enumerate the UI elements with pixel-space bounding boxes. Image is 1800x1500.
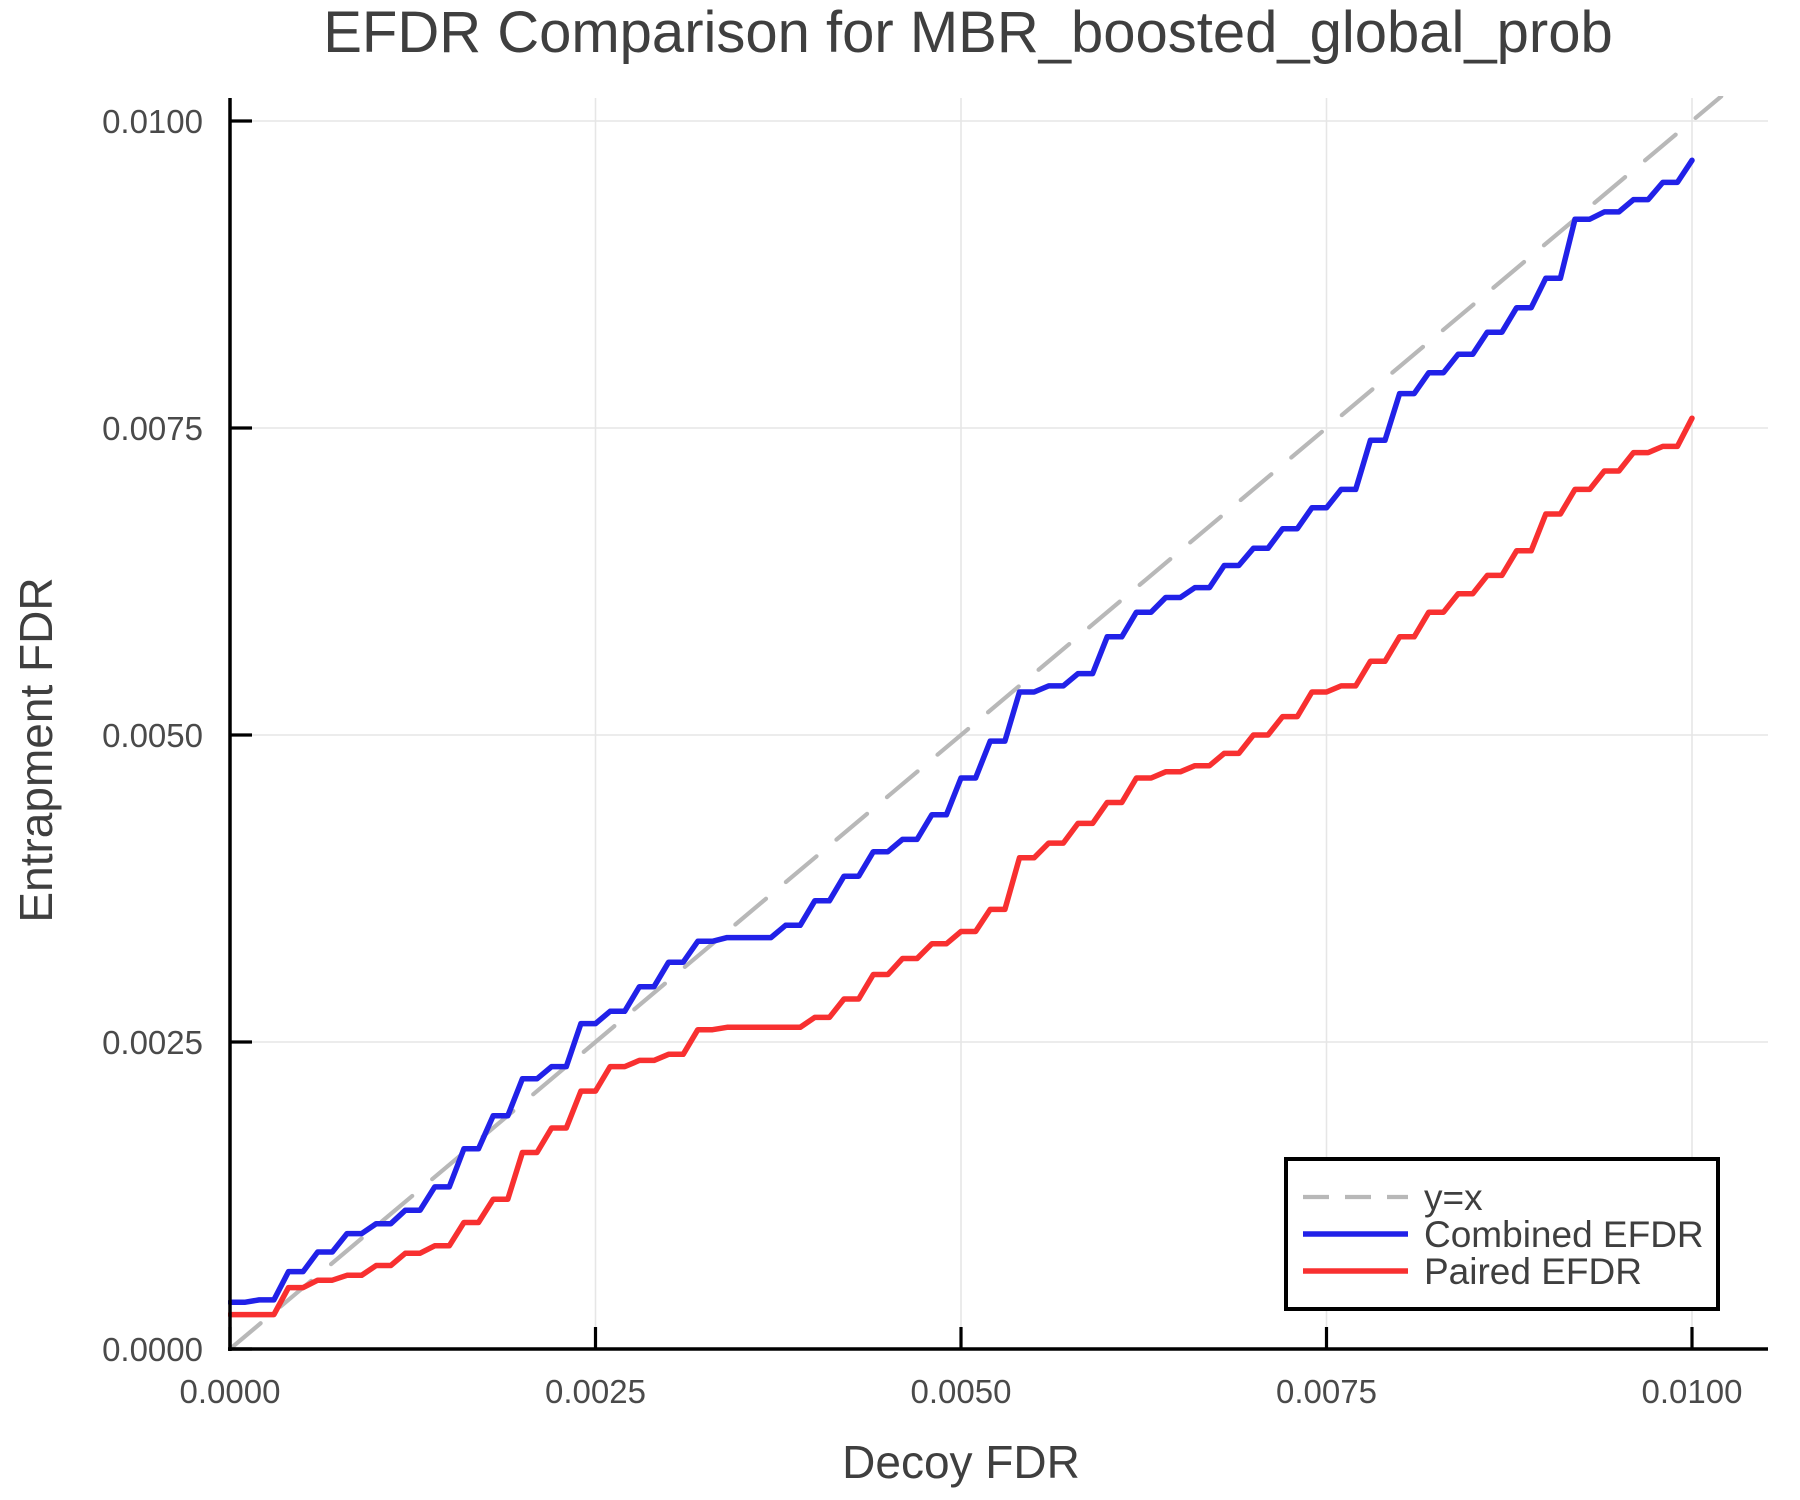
- x-tick-label: 0.0100: [1642, 1373, 1743, 1410]
- x-tick-label: 0.0025: [545, 1373, 646, 1410]
- data-series: [228, 96, 1724, 1352]
- legend-item: Paired EFDR: [1303, 1251, 1642, 1292]
- y-tick-label: 0.0100: [102, 103, 203, 140]
- legend-item-label: Paired EFDR: [1424, 1251, 1642, 1292]
- legend-item-label: y=x: [1424, 1177, 1483, 1218]
- paired-efdr-line: [228, 415, 1695, 1318]
- tick-marks: [228, 119, 1694, 1351]
- y-tick-label: 0.0000: [102, 1331, 203, 1368]
- x-axis-label: Decoy FDR: [842, 1436, 1080, 1488]
- legend-item: y=x: [1303, 1177, 1483, 1218]
- combined-efdr-line: [228, 157, 1695, 1306]
- x-tick-label: 0.0000: [180, 1373, 281, 1410]
- y-tick-label: 0.0025: [102, 1024, 203, 1061]
- legend-item-label: Combined EFDR: [1424, 1214, 1704, 1255]
- x-tick-label: 0.0050: [911, 1373, 1012, 1410]
- y-axis-label: Entrapment FDR: [10, 577, 62, 922]
- identity-line: [228, 96, 1724, 1352]
- y-tick-label: 0.0050: [102, 717, 203, 754]
- x-tick-labels: 0.0000 0.0025 0.0050 0.0075 0.0100: [180, 1373, 1743, 1410]
- y-tick-labels: 0.0000 0.0025 0.0050 0.0075 0.0100: [102, 103, 203, 1368]
- axes: [228, 98, 1768, 1351]
- y-tick-label: 0.0075: [102, 410, 203, 447]
- x-tick-label: 0.0075: [1276, 1373, 1377, 1410]
- legend-item: Combined EFDR: [1303, 1214, 1704, 1255]
- chart-title: EFDR Comparison for MBR_boosted_global_p…: [323, 0, 1613, 65]
